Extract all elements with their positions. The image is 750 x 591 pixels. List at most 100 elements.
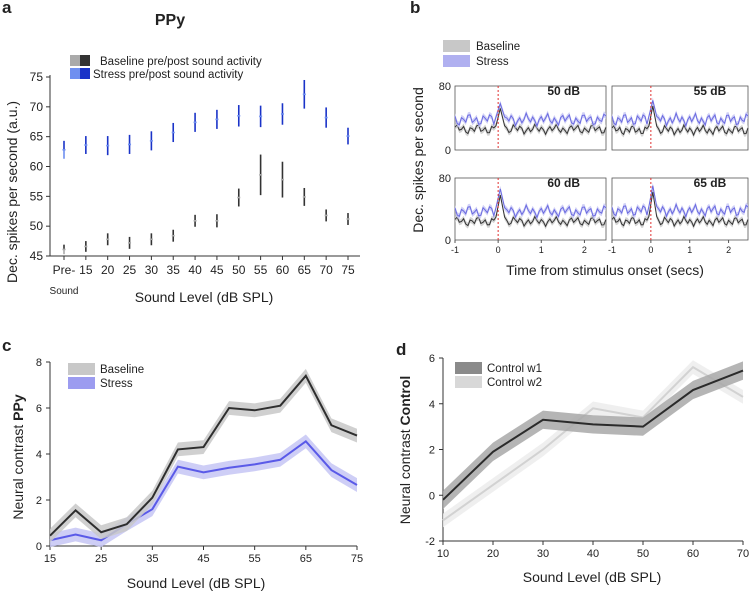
legend-a-stress-label: Stress pre/post sound activity — [93, 69, 243, 81]
a-ytick-label: 50 — [30, 219, 44, 233]
b-xtick-label: 1 — [539, 245, 544, 255]
legend-d-w2-label: Control w2 — [487, 377, 542, 389]
a-ytick-label: 60 — [30, 160, 44, 174]
legend-c-stress-swatch — [68, 377, 95, 389]
c-ytick-label: 4 — [36, 449, 42, 461]
c-baseline-line — [49, 374, 358, 537]
panel-letter-b: b — [410, 0, 420, 17]
legend-b-baseline-label: Baseline — [476, 41, 520, 53]
panel-b-ylabel: Dec. spikes per second — [410, 87, 426, 233]
a-ytick-label: 65 — [30, 130, 44, 144]
d-ytick-label: -2 — [425, 536, 435, 548]
b-stress-trace — [454, 188, 607, 219]
a-ytick-label: 55 — [30, 189, 44, 203]
a-xtick-label: Pre- — [53, 263, 76, 277]
a-xtick-label: 45 — [210, 263, 224, 277]
b-stress-trace — [611, 100, 749, 128]
panel-a-ylabel: Dec. spikes per second (a.u.) — [4, 101, 20, 283]
d-ytick-label: 4 — [429, 399, 435, 411]
a-xtick-label: 55 — [254, 263, 268, 277]
panel-d-xlabel: Sound Level (dB SPL) — [523, 569, 662, 585]
d-xtick-label: 50 — [637, 548, 649, 560]
legend-a-stress-swatch-light — [70, 68, 80, 79]
d-control-w1-band — [443, 361, 743, 509]
legend-c-baseline-swatch — [68, 363, 95, 375]
b-stress-trace — [611, 185, 749, 219]
c-xtick-label: 35 — [146, 553, 158, 565]
legend-c-baseline-label: Baseline — [100, 364, 144, 376]
legend-d-w1-label: Control w1 — [487, 363, 542, 375]
c-xtick-label: 45 — [197, 553, 209, 565]
panel-a-xlabel: Sound Level (dB SPL) — [135, 289, 274, 305]
panel-c-xlabel: Sound Level (dB SPL) — [127, 575, 266, 591]
b-subplot-label: 60 dB — [547, 176, 580, 190]
a-xtick-label: 15 — [79, 263, 93, 277]
c-xtick-label: 15 — [44, 553, 56, 565]
a-xtick-label: 40 — [188, 263, 202, 277]
panel-a-title: PPy — [155, 12, 185, 29]
legend-a-baseline-swatch-light — [70, 55, 80, 66]
d-ytick-label: 6 — [429, 353, 435, 365]
a-xtick-label: 65 — [298, 263, 312, 277]
b-stress-band — [612, 182, 748, 220]
c-ytick-label: 6 — [36, 403, 42, 415]
b-xtick-label: -1 — [451, 245, 459, 255]
a-ytick-label: 70 — [30, 100, 44, 114]
a-xtick-label: 20 — [101, 263, 115, 277]
a-ytick-label: 75 — [30, 70, 44, 84]
b-xtick-label: 0 — [496, 245, 501, 255]
panel-d-axes: -2 0 2 4 6 10 20 30 40 50 60 70 — [425, 353, 749, 560]
b-stress-trace — [454, 101, 607, 128]
c-ytick-label: 0 — [36, 541, 42, 553]
a-xtick-label: 75 — [341, 263, 355, 277]
b-baseline-trace — [611, 191, 749, 228]
c-baseline-band — [50, 368, 357, 543]
legend-b-baseline-swatch — [443, 40, 470, 52]
b-ytick-label: 80 — [439, 81, 451, 93]
legend-b-stress-label: Stress — [476, 56, 509, 68]
b-ytick-label: 0 — [445, 145, 451, 157]
b-stress-band — [455, 185, 606, 221]
b-xtick-label: -1 — [608, 245, 616, 255]
c-xtick-label: 75 — [351, 553, 363, 565]
b-baseline-band — [455, 192, 606, 230]
d-xtick-label: 20 — [487, 548, 499, 560]
panel-letter-a: a — [2, 0, 12, 17]
b-ytick-label: 0 — [445, 235, 451, 247]
b-baseline-trace — [454, 194, 607, 228]
b-subplot-label: 50 dB — [547, 84, 580, 98]
a-xtick-sublabel: Sound — [50, 286, 79, 297]
legend-a-baseline-swatch-dark — [80, 55, 90, 66]
d-xtick-label: 60 — [687, 548, 699, 560]
b-xtick-label: 0 — [648, 245, 653, 255]
legend-a-stress-swatch-dark — [80, 68, 90, 79]
c-xtick-label: 65 — [300, 553, 312, 565]
d-ytick-label: 0 — [429, 490, 435, 502]
d-control-w2-line — [442, 365, 744, 522]
panel-letter-d: d — [396, 340, 406, 359]
b-ytick-label: 80 — [439, 173, 451, 185]
b-baseline-trace — [454, 108, 607, 136]
panel-d-ylabel: Neural contrast Control — [397, 376, 413, 525]
legend-c-stress-label: Stress — [100, 378, 133, 390]
a-xtick-label: 25 — [123, 263, 137, 277]
c-xtick-label: 25 — [95, 553, 107, 565]
legend-d-w1-swatch — [455, 362, 482, 374]
panel-c-axes: 0 2 4 6 8 15 25 35 45 55 65 75 — [36, 357, 363, 565]
b-xtick-label: 1 — [687, 245, 692, 255]
b-subplot-label: 55 dB — [694, 84, 727, 98]
legend-d-w2-swatch — [455, 376, 482, 388]
c-ytick-label: 2 — [36, 495, 42, 507]
d-xtick-label: 10 — [437, 548, 449, 560]
d-ytick-label: 2 — [429, 445, 435, 457]
c-stress-line — [49, 440, 358, 542]
a-xtick-label: 70 — [319, 263, 333, 277]
panel-b-xlabel: Time from stimulus onset (secs) — [506, 262, 704, 278]
b-baseline-trace — [611, 105, 749, 137]
a-xtick-label: 60 — [276, 263, 290, 277]
a-xtick-label: 35 — [167, 263, 181, 277]
panel-d-ylabel-text: Neural contrast — [397, 429, 413, 524]
legend-b-stress-swatch — [443, 55, 470, 67]
